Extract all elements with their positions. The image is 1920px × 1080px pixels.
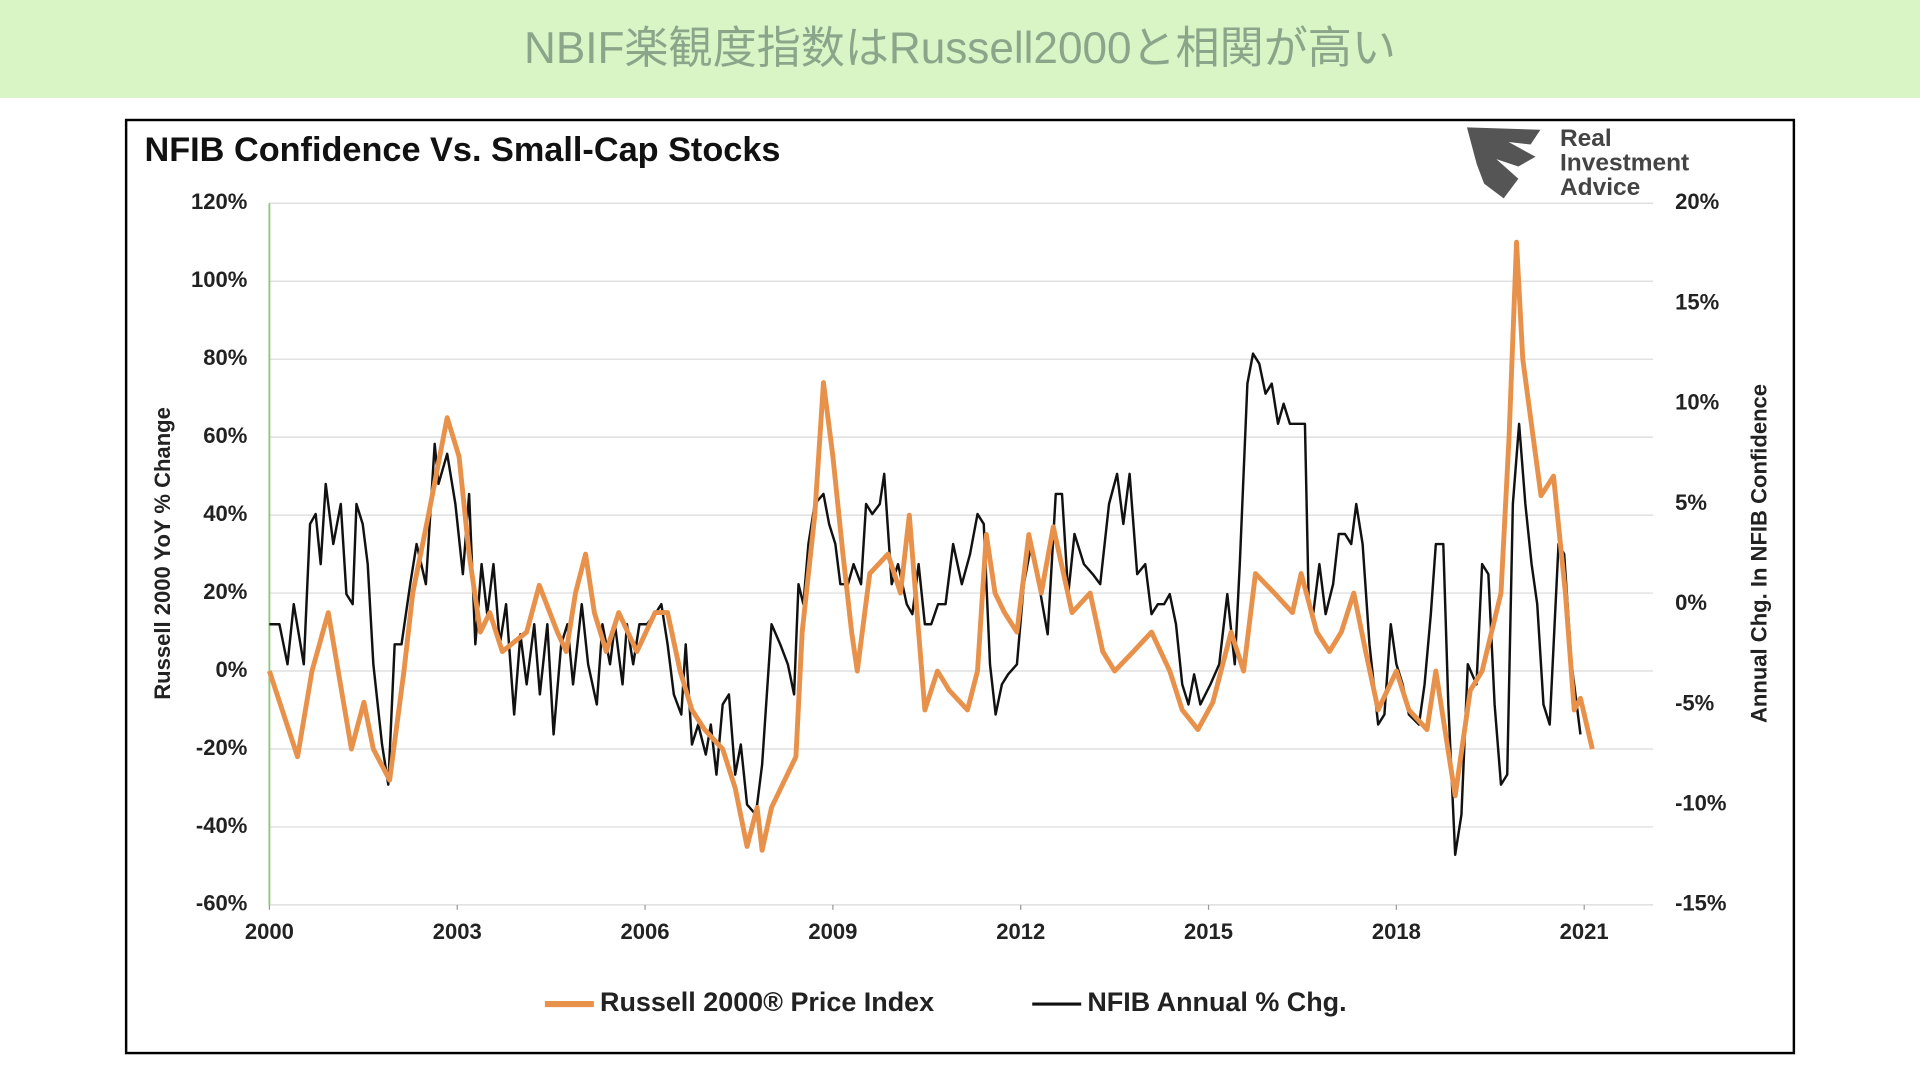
logo-mark — [1466, 127, 1541, 199]
logo-text: Investment — [1560, 150, 1689, 177]
logo-text: Advice — [1560, 174, 1640, 201]
y-tick-label: -40% — [196, 813, 248, 838]
y2-tick-label: -10% — [1675, 790, 1727, 815]
y-tick-label: 120% — [191, 189, 248, 214]
y-tick-label: 100% — [191, 267, 248, 292]
banner-title: NBIF楽観度指数はRussell2000と相関が高い — [524, 24, 1396, 73]
logo-text: Real — [1560, 125, 1612, 152]
x-tick-label: 2012 — [996, 919, 1045, 944]
chart-frame — [124, 118, 1796, 1055]
legend-label: Russell 2000® Price Index — [600, 987, 934, 1017]
y-tick-label: 40% — [203, 501, 248, 526]
y2-tick-label: 0% — [1675, 590, 1707, 615]
y-axis-title: Russell 2000 YoY % Change — [150, 407, 175, 700]
y-tick-label: -60% — [196, 891, 248, 916]
y2-tick-label: 5% — [1675, 490, 1707, 515]
x-tick-label: 2015 — [1184, 919, 1233, 944]
x-tick-label: 2003 — [433, 919, 482, 944]
plot: -60% -40% -20% 0% 20% 40% 60% 80% 100% 120% -15% -1… — [191, 189, 1727, 1017]
y2-tick-label: 15% — [1675, 289, 1720, 314]
x-tick-label: 2000 — [245, 919, 294, 944]
series-line — [269, 352, 1582, 857]
y2-axis-title: Annual Chg. In NFIB Confidence — [1747, 384, 1772, 723]
y-tick-label: 20% — [203, 579, 248, 604]
x-tick-label: 2009 — [808, 919, 857, 944]
y-tick-label: 80% — [203, 345, 248, 370]
x-tick-label: 2006 — [621, 919, 670, 944]
x-tick-label: 2021 — [1560, 919, 1609, 944]
x-tick-label: 2018 — [1372, 919, 1421, 944]
y2-tick-label: -15% — [1675, 891, 1727, 916]
banner — [0, 0, 1920, 98]
y2-tick-label: 10% — [1675, 390, 1720, 415]
y-tick-label: -20% — [196, 735, 248, 760]
chart-title: NFIB Confidence Vs. Small-Cap Stocks — [144, 131, 780, 169]
y-tick-label: 60% — [203, 423, 248, 448]
legend-label: NFIB Annual % Chg. — [1087, 987, 1346, 1017]
series-line — [267, 239, 1595, 853]
y2-tick-label: -5% — [1675, 690, 1715, 715]
y-tick-label: 0% — [216, 657, 248, 682]
y2-tick-label: 20% — [1675, 189, 1720, 214]
